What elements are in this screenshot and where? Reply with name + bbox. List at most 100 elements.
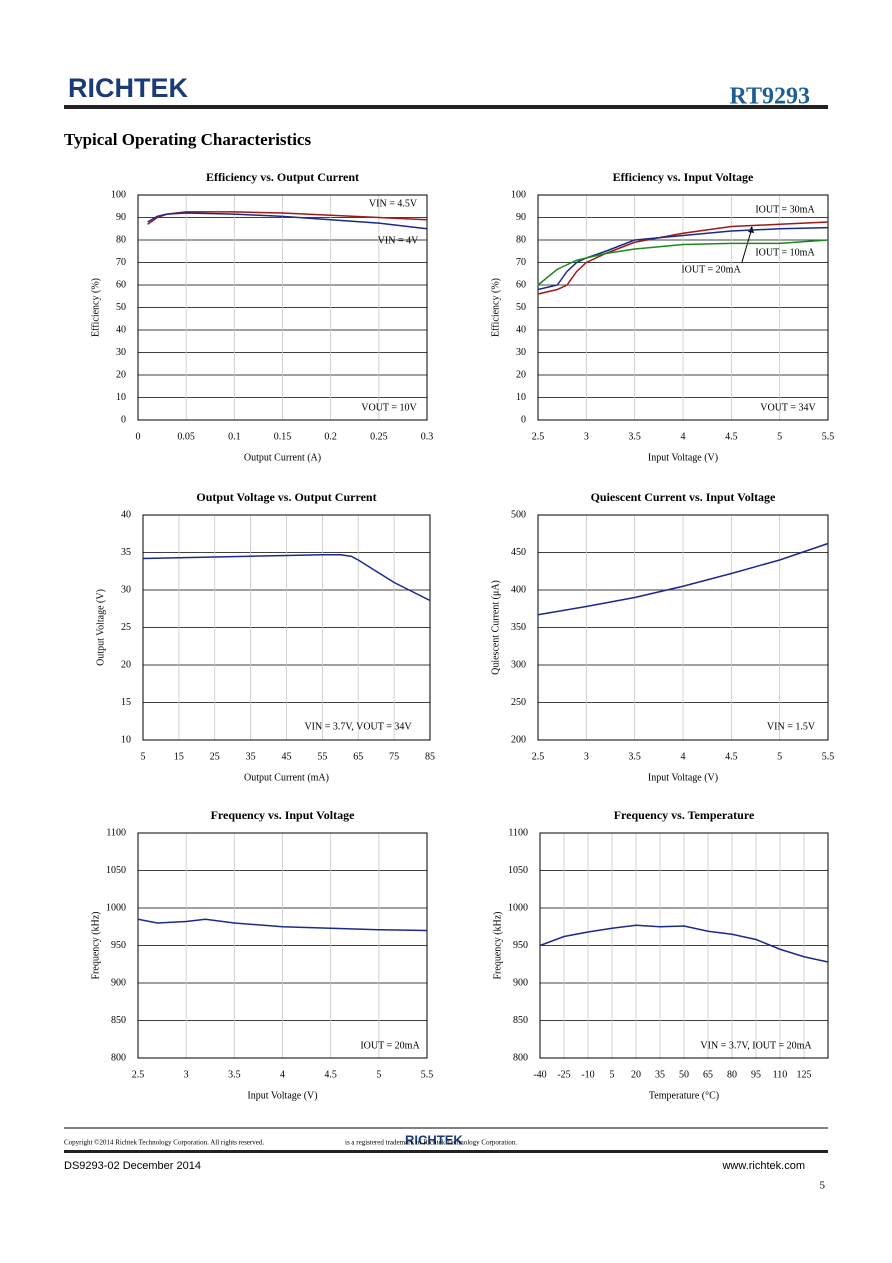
x-tick-label: 4.5 xyxy=(725,751,738,762)
x-tick-label: 85 xyxy=(425,751,435,762)
x-tick-label: 5 xyxy=(376,1069,381,1080)
x-tick-label: 3 xyxy=(584,431,589,442)
y-tick-label: 40 xyxy=(116,324,126,335)
data-line xyxy=(537,542,829,616)
x-axis-label: Input Voltage (V) xyxy=(648,772,718,783)
x-tick-label: 3 xyxy=(584,751,589,762)
y-tick-label: 1100 xyxy=(508,827,528,838)
x-tick-label: 5.5 xyxy=(822,751,835,762)
chart-title: Output Voltage vs. Output Current xyxy=(196,490,376,504)
data-line xyxy=(147,212,428,230)
y-tick-label: 100 xyxy=(511,189,526,200)
y-tick-label: 300 xyxy=(511,659,526,670)
data-line xyxy=(537,226,829,291)
y-tick-label: 1000 xyxy=(106,902,126,913)
y-tick-label: 60 xyxy=(116,279,126,290)
x-tick-label: 65 xyxy=(353,751,363,762)
y-tick-label: 80 xyxy=(116,234,126,245)
series-label: VIN = 4.5V xyxy=(369,198,418,209)
y-tick-label: 1000 xyxy=(508,902,528,913)
x-tick-label: 3.5 xyxy=(628,431,641,442)
x-tick-label: -40 xyxy=(533,1069,546,1080)
x-axis-label: Input Voltage (V) xyxy=(247,1090,317,1101)
y-axis-label: Efficiency (%) xyxy=(90,278,101,337)
x-tick-label: 3 xyxy=(184,1069,189,1080)
y-tick-label: 1050 xyxy=(508,865,528,876)
trademark: is a registered trademark of Richtek Tec… xyxy=(345,1139,517,1147)
y-tick-label: 450 xyxy=(511,547,526,558)
section-title: Typical Operating Characteristics xyxy=(64,130,311,149)
y-tick-label: 950 xyxy=(111,940,126,951)
x-tick-label: -10 xyxy=(581,1069,594,1080)
x-tick-label: 75 xyxy=(389,751,399,762)
x-tick-label: 3.5 xyxy=(228,1069,241,1080)
y-axis-label: Efficiency (%) xyxy=(490,278,501,337)
annotation: VIN = 1.5V xyxy=(767,721,816,732)
data-line xyxy=(142,554,431,602)
x-tick-label: 4 xyxy=(681,431,686,442)
x-tick-label: 2.5 xyxy=(532,751,545,762)
plot-frame xyxy=(537,194,829,421)
x-tick-label: 55 xyxy=(317,751,327,762)
x-tick-label: 20 xyxy=(631,1069,641,1080)
x-tick-label: 25 xyxy=(210,751,220,762)
plot-frame xyxy=(137,194,428,421)
x-tick-label: 5 xyxy=(610,1069,615,1080)
y-tick-label: 1100 xyxy=(106,827,126,838)
y-tick-label: 200 xyxy=(511,734,526,745)
annotation: VOUT = 10V xyxy=(361,402,417,413)
x-tick-label: 45 xyxy=(282,751,292,762)
y-tick-label: 20 xyxy=(516,369,526,380)
x-tick-label: 0.1 xyxy=(228,431,241,442)
y-tick-label: 80 xyxy=(516,234,526,245)
data-line xyxy=(537,239,829,286)
x-tick-label: 3.5 xyxy=(628,751,641,762)
plot-frame xyxy=(537,514,829,741)
y-tick-label: 90 xyxy=(516,212,526,223)
y-tick-label: 35 xyxy=(121,547,131,558)
x-tick-label: 5.5 xyxy=(421,1069,434,1080)
y-tick-label: 10 xyxy=(121,734,131,745)
x-axis-label: Input Voltage (V) xyxy=(648,452,718,463)
x-tick-label: 4 xyxy=(280,1069,285,1080)
footer-logo: RICHTEK xyxy=(405,1132,463,1147)
copyright: Copyright ©2014 Richtek Technology Corpo… xyxy=(64,1139,264,1147)
x-tick-label: 35 xyxy=(655,1069,665,1080)
x-tick-label: 5 xyxy=(141,751,146,762)
y-tick-label: 10 xyxy=(116,392,126,403)
y-tick-label: 40 xyxy=(516,324,526,335)
y-tick-label: 30 xyxy=(516,347,526,358)
y-tick-label: 0 xyxy=(521,414,526,425)
y-tick-label: 50 xyxy=(516,302,526,313)
x-tick-label: 35 xyxy=(246,751,256,762)
annotation: VOUT = 34V xyxy=(760,402,816,413)
series-label: IOUT = 20mA xyxy=(681,264,741,275)
y-axis-label: Frequency (kHz) xyxy=(492,911,503,979)
x-tick-label: 2.5 xyxy=(132,1069,145,1080)
y-tick-label: 25 xyxy=(121,622,131,633)
series-label: VIN = 4V xyxy=(378,235,419,246)
data-line xyxy=(137,918,428,932)
y-axis-label: Output Voltage (V) xyxy=(95,589,106,666)
chart-title: Frequency vs. Input Voltage xyxy=(211,808,355,822)
y-tick-label: 50 xyxy=(116,302,126,313)
y-tick-label: 70 xyxy=(116,257,126,268)
arrow xyxy=(741,227,753,263)
y-tick-label: 30 xyxy=(121,584,131,595)
y-tick-label: 800 xyxy=(111,1052,126,1063)
plot-frame xyxy=(142,514,431,741)
y-tick-label: 900 xyxy=(111,977,126,988)
x-tick-label: 65 xyxy=(703,1069,713,1080)
x-tick-label: 5 xyxy=(777,751,782,762)
x-tick-label: 5.5 xyxy=(822,431,835,442)
annotation: VIN = 3.7V, IOUT = 20mA xyxy=(700,1040,812,1051)
logo: RICHTEK xyxy=(68,73,188,103)
url: www.richtek.com xyxy=(721,1160,805,1172)
y-tick-label: 90 xyxy=(116,212,126,223)
y-tick-label: 100 xyxy=(111,189,126,200)
series-label: IOUT = 30mA xyxy=(755,204,815,215)
x-axis-label: Temperature (°C) xyxy=(649,1090,719,1101)
y-axis-label: Frequency (kHz) xyxy=(90,911,101,979)
header-rule xyxy=(64,105,828,109)
y-tick-label: 850 xyxy=(513,1015,528,1026)
